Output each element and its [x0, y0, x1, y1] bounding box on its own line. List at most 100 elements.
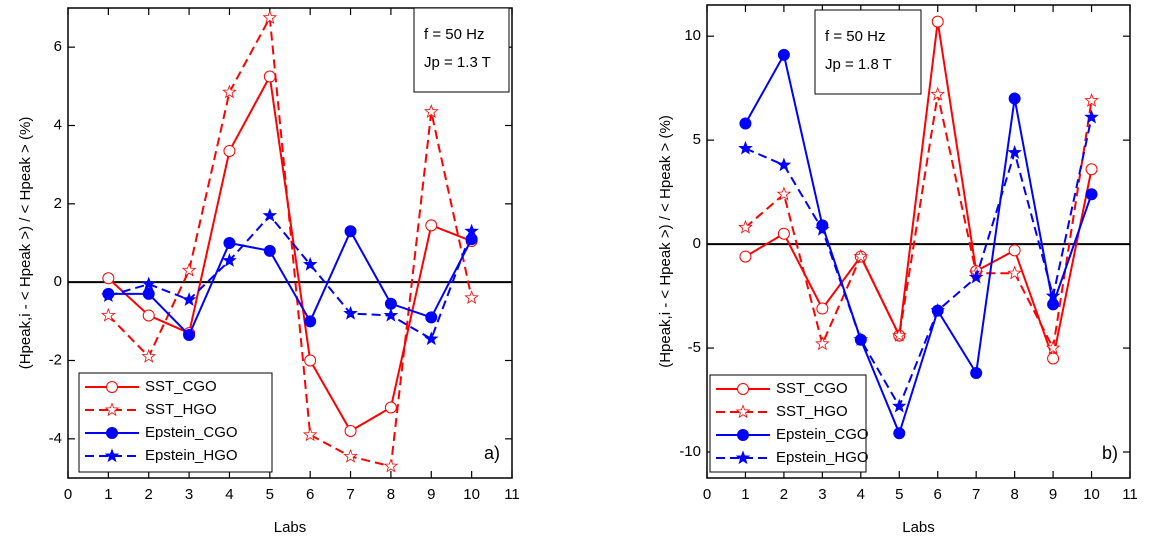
- marker: [101, 288, 116, 303]
- marker: [183, 329, 196, 342]
- marker: [739, 250, 752, 263]
- marker: [1007, 265, 1022, 280]
- marker: [968, 269, 984, 284]
- legend-label: SST_HGO: [145, 401, 217, 418]
- marker: [1084, 109, 1099, 124]
- marker: [425, 311, 438, 324]
- marker: [263, 70, 276, 83]
- marker: [777, 48, 790, 61]
- y-tick-label: -4: [49, 430, 62, 447]
- marker: [739, 117, 752, 130]
- marker: [930, 86, 945, 101]
- marker: [304, 354, 317, 367]
- marker: [141, 348, 156, 363]
- marker: [102, 272, 115, 285]
- marker: [970, 367, 983, 380]
- x-tick-label: 5: [895, 486, 903, 503]
- marker: [142, 287, 155, 300]
- marker: [735, 404, 751, 419]
- x-tick-label: 2: [780, 486, 788, 503]
- x-tick-label: 10: [1083, 486, 1100, 503]
- marker: [222, 252, 237, 267]
- marker: [222, 84, 237, 99]
- y-tick-label: 6: [54, 38, 62, 55]
- marker: [424, 104, 439, 118]
- y-tick-label: -10: [679, 443, 701, 460]
- marker: [223, 237, 236, 249]
- y-axis-label: (Hpeak,i - < Hpeak >) / < Hpeak > (%): [17, 117, 34, 370]
- marker: [343, 305, 358, 320]
- marker: [425, 219, 438, 232]
- marker: [304, 315, 317, 328]
- panel: 0 1 2 3 4 5 6 7 8 9 10 11 -4 -2 0 2 4 6 Labs (Hpeak,i - < H…: [17, 7, 520, 536]
- annotation: f = 50 Hz: [825, 28, 885, 45]
- marker: [464, 290, 479, 305]
- series-line: [744, 94, 1093, 352]
- marker: [344, 425, 357, 437]
- marker: [737, 383, 749, 395]
- x-tick-label: 6: [934, 486, 942, 503]
- annotation: f = 50 Hz: [424, 26, 484, 43]
- marker: [302, 256, 318, 271]
- marker: [1047, 352, 1060, 365]
- x-tick-label: 1: [104, 486, 112, 503]
- y-tick-label: -5: [688, 339, 701, 356]
- marker: [1045, 340, 1061, 355]
- marker: [738, 219, 753, 234]
- x-tick-label: 7: [346, 486, 354, 503]
- marker: [104, 448, 120, 463]
- marker: [777, 227, 790, 240]
- annotation: Jp = 1.3 T: [424, 54, 491, 71]
- x-tick-label: 6: [306, 486, 314, 503]
- x-tick-label: 9: [427, 486, 435, 503]
- marker: [815, 221, 830, 236]
- y-tick-label: 0: [54, 273, 62, 290]
- x-tick-label: 7: [972, 486, 980, 503]
- marker: [735, 450, 751, 465]
- series-line: [108, 214, 473, 341]
- marker: [464, 223, 479, 238]
- marker: [181, 262, 197, 277]
- x-tick-label: 2: [145, 486, 153, 503]
- panel: 0 1 2 3 4 5 6 7 8 9 10 11 -10 -5 0 5 10 Labs (Hpeak,i - < …: [657, 4, 1138, 536]
- legend-label: SST_CGO: [776, 380, 848, 397]
- marker: [141, 276, 156, 291]
- marker: [106, 381, 118, 393]
- x-axis-label: Labs: [902, 519, 935, 536]
- y-tick-label: 0: [693, 235, 701, 252]
- annotation: Jp = 1.8 T: [825, 56, 892, 73]
- marker: [737, 429, 749, 441]
- marker: [223, 144, 236, 157]
- marker: [1007, 144, 1022, 159]
- marker: [263, 244, 276, 257]
- x-tick-label: 8: [387, 486, 395, 503]
- y-tick-label: 2: [54, 195, 62, 212]
- marker: [930, 302, 945, 317]
- marker: [853, 332, 869, 346]
- marker: [1045, 288, 1061, 303]
- marker: [424, 331, 439, 346]
- x-tick-label: 5: [266, 486, 274, 503]
- marker: [892, 327, 907, 342]
- legend-label: Epstein_CGO: [776, 426, 869, 443]
- marker: [262, 10, 278, 24]
- panel-label: b): [1102, 443, 1118, 463]
- x-tick-label: 10: [463, 486, 480, 503]
- marker: [302, 427, 318, 442]
- y-tick-label: 4: [54, 116, 62, 133]
- y-tick-label: -2: [49, 351, 62, 368]
- marker: [181, 292, 197, 306]
- marker: [1008, 92, 1021, 105]
- annotation-box: [814, 9, 922, 95]
- marker: [384, 401, 397, 414]
- x-tick-label: 3: [185, 486, 193, 503]
- x-tick-label: 0: [703, 486, 711, 503]
- legend-label: Epstein_HGO: [776, 449, 869, 466]
- x-tick-label: 8: [1010, 486, 1018, 503]
- marker: [853, 248, 869, 263]
- x-tick-label: 1: [741, 486, 749, 503]
- marker: [142, 309, 155, 322]
- x-tick-label: 9: [1049, 486, 1057, 503]
- marker: [344, 225, 357, 238]
